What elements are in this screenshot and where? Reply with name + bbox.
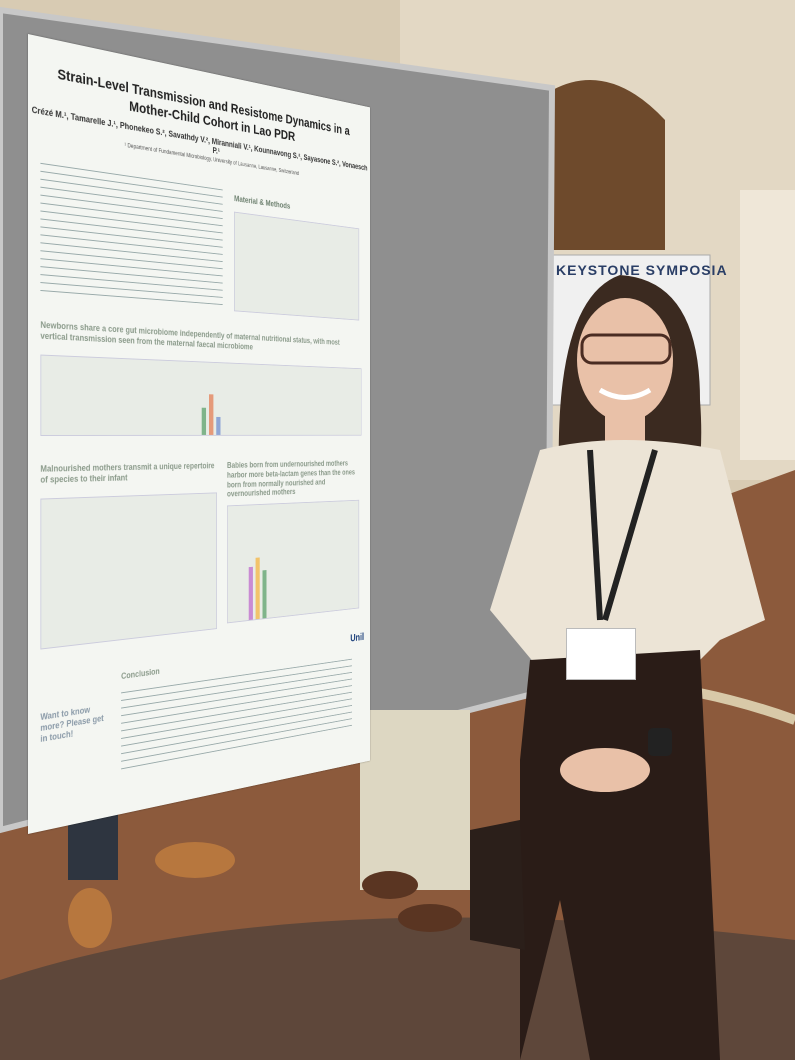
section-heading: Newborns share a core gut microbiome ind… bbox=[40, 319, 340, 352]
intro-text-block bbox=[40, 155, 223, 309]
figure-bar bbox=[262, 570, 267, 619]
poster-sheet: Strain-Level Transmission and Resistome … bbox=[28, 34, 370, 834]
shoe bbox=[68, 888, 112, 948]
contact-text: Want to know more? Please get in touch! bbox=[40, 704, 104, 744]
figure-1 bbox=[40, 354, 362, 436]
methods-figure bbox=[234, 211, 360, 321]
smile bbox=[598, 387, 652, 400]
watch bbox=[648, 728, 672, 756]
shoe bbox=[155, 842, 235, 878]
lanyard bbox=[587, 449, 603, 621]
figure-bar bbox=[216, 416, 221, 435]
figure-bar bbox=[255, 557, 260, 620]
glasses bbox=[580, 333, 672, 365]
section-heading: Malnourished mothers transmit a unique r… bbox=[40, 460, 215, 485]
shoe bbox=[398, 904, 462, 932]
column bbox=[740, 190, 795, 460]
methods-heading: Material & Methods bbox=[234, 193, 291, 211]
figure-bar bbox=[201, 407, 207, 435]
bag bbox=[470, 820, 525, 950]
section-heading: Babies born from undernourished mothers … bbox=[226, 458, 355, 499]
sign-text: KEYSTONE SYMPOSIA bbox=[556, 262, 728, 278]
figure-bar bbox=[209, 394, 214, 435]
text-lines bbox=[40, 155, 223, 309]
face bbox=[577, 298, 673, 422]
figure-bar bbox=[248, 566, 253, 621]
name-badge bbox=[566, 628, 636, 680]
figure-2 bbox=[40, 492, 217, 650]
lanyard bbox=[602, 449, 658, 621]
logo: Unil bbox=[350, 630, 365, 645]
trousers bbox=[360, 710, 470, 890]
conclusion-heading: Conclusion bbox=[121, 666, 160, 682]
figure-3 bbox=[226, 499, 360, 624]
poster: Strain-Level Transmission and Resistome … bbox=[28, 34, 370, 834]
shoe bbox=[362, 871, 418, 899]
hands bbox=[560, 748, 650, 792]
top bbox=[490, 440, 765, 670]
